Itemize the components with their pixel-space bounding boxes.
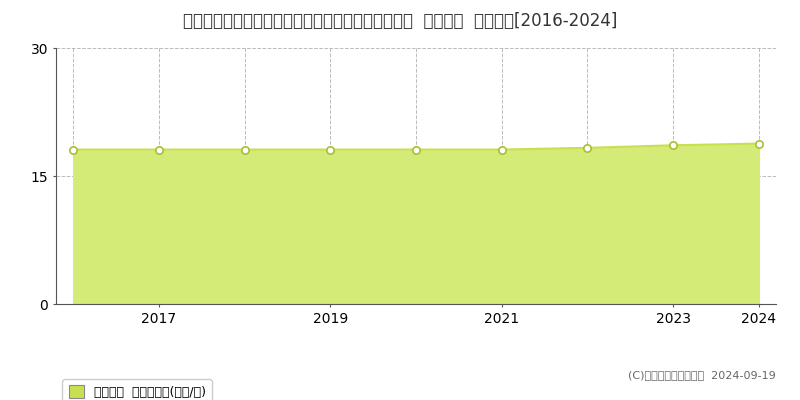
Point bbox=[753, 140, 766, 147]
Point bbox=[410, 146, 422, 153]
Text: (C)土地価格ドットコム  2024-09-19: (C)土地価格ドットコム 2024-09-19 bbox=[628, 370, 776, 380]
Point bbox=[238, 146, 251, 153]
Point bbox=[324, 146, 337, 153]
Point bbox=[581, 145, 594, 151]
Point bbox=[666, 142, 679, 148]
Point bbox=[495, 146, 508, 153]
Legend: 公示地価  平均坪単価(万円/坪): 公示地価 平均坪単価(万円/坪) bbox=[62, 379, 212, 400]
Point bbox=[66, 146, 79, 153]
Text: 千葉県四街道市下志津新田字成徳２５４５番２８４  公示地価  地価推移[2016-2024]: 千葉県四街道市下志津新田字成徳２５４５番２８４ 公示地価 地価推移[2016-2… bbox=[183, 12, 617, 30]
Point bbox=[153, 146, 166, 153]
